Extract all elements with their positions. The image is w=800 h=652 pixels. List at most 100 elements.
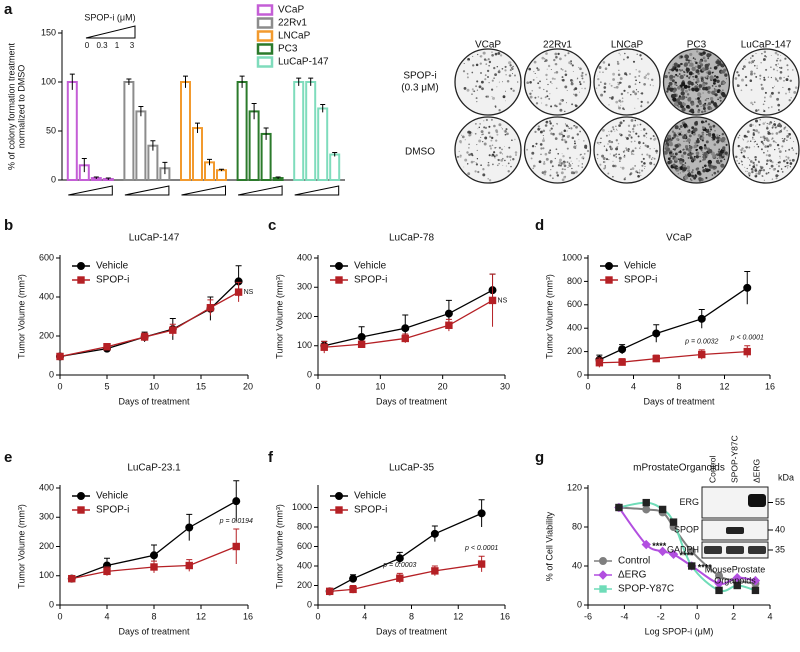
colony (650, 78, 654, 82)
colony (716, 170, 720, 173)
legend-marker (77, 276, 85, 284)
colony (695, 151, 700, 156)
colony (541, 56, 545, 60)
colony (549, 174, 552, 177)
colony (701, 83, 706, 87)
colony (537, 82, 540, 85)
colony (711, 137, 713, 139)
colony (752, 132, 755, 135)
y-tick-label: 0 (49, 599, 54, 609)
plate-column-label: 22Rv1 (543, 40, 572, 51)
plate (732, 116, 800, 184)
colony (625, 148, 629, 152)
colony (678, 73, 681, 75)
colony (537, 127, 541, 131)
colony (718, 161, 721, 165)
colony (652, 135, 655, 137)
marker (401, 324, 410, 333)
colony (722, 146, 726, 150)
colony (570, 82, 574, 86)
colony (755, 129, 759, 133)
colony (498, 163, 500, 165)
colony (753, 72, 756, 75)
colony (501, 153, 503, 155)
colony (777, 103, 781, 107)
colony (480, 136, 482, 138)
colony (504, 133, 507, 136)
colony (464, 158, 468, 162)
colony (475, 63, 479, 67)
colony (475, 123, 477, 125)
colony (571, 167, 573, 170)
colony (584, 146, 587, 149)
colony (752, 170, 754, 172)
band-label: ERG (679, 497, 699, 507)
marker (688, 562, 696, 570)
plate (454, 116, 522, 184)
colony (694, 121, 698, 125)
colony (788, 91, 791, 93)
colony (559, 164, 562, 167)
colony (791, 147, 793, 149)
colony (536, 76, 538, 78)
colony (539, 127, 541, 130)
colony (786, 134, 790, 138)
colony (745, 84, 748, 87)
x-tick-label: 12 (719, 381, 729, 391)
colony (690, 132, 692, 134)
colony (699, 160, 702, 163)
colony (722, 81, 725, 85)
colony (756, 65, 758, 67)
colony (794, 86, 798, 89)
error-bar (69, 73, 75, 90)
colony (669, 142, 673, 147)
colony (491, 51, 493, 53)
y-tick-label: 400 (39, 291, 54, 301)
colony (704, 147, 706, 149)
colony (737, 144, 741, 148)
colony (716, 60, 722, 65)
colony (695, 98, 698, 100)
colony (485, 63, 488, 65)
colony (776, 80, 779, 82)
colony (783, 159, 786, 163)
colony (672, 97, 677, 102)
colony (716, 79, 720, 84)
colony (479, 56, 481, 58)
colony (552, 125, 554, 127)
colony (622, 107, 625, 110)
colony (771, 137, 774, 140)
error-bar (162, 161, 168, 175)
colony (778, 130, 781, 134)
colony (677, 172, 680, 175)
colony (561, 76, 564, 79)
colony (618, 81, 622, 84)
colony (683, 140, 685, 142)
colony (753, 164, 756, 166)
colony (463, 166, 465, 168)
colony (638, 81, 641, 84)
colony (649, 137, 652, 140)
colony (684, 89, 688, 93)
colony (785, 159, 788, 161)
colony (609, 153, 611, 155)
legend-marker (77, 506, 85, 514)
y-tick-label: 200 (567, 346, 582, 356)
colony (640, 160, 643, 163)
x-tick-label: 0 (57, 381, 62, 391)
colony (719, 96, 722, 99)
colony (680, 91, 685, 96)
colony (741, 78, 744, 82)
colony (517, 81, 519, 83)
colony (782, 139, 785, 143)
colony (634, 119, 637, 122)
colony (760, 136, 762, 139)
colony (683, 73, 686, 77)
series-line (59, 291, 239, 358)
colony (770, 55, 772, 56)
colony (754, 167, 757, 170)
marker (232, 542, 240, 551)
colony (713, 75, 717, 78)
colony (712, 137, 716, 141)
colony (618, 106, 621, 110)
